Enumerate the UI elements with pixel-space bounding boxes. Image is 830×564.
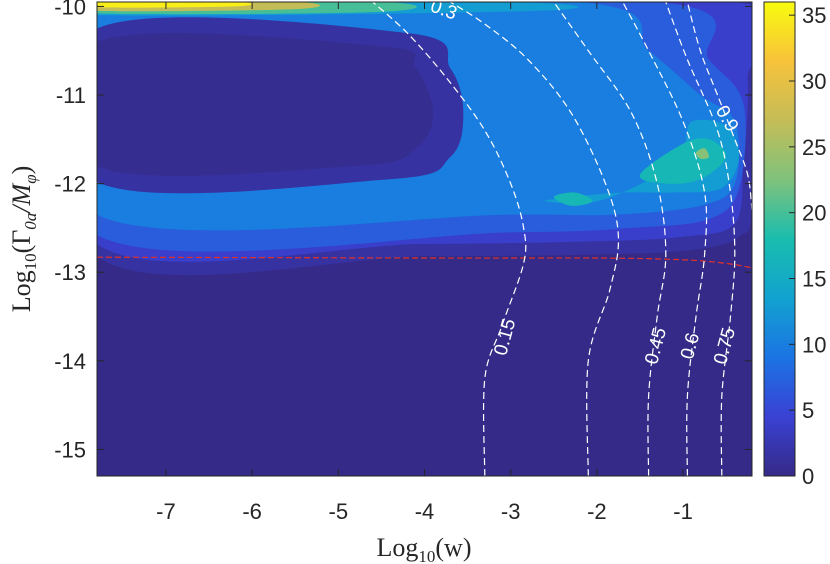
threshold-line [97, 256, 752, 269]
contour-line [665, 2, 736, 476]
x-tick-label: -7 [156, 499, 176, 524]
contour-line [450, 2, 620, 476]
colorbar-tick-label: 30 [802, 69, 826, 94]
colorbar: 0 5 10 15 20 25 30 35 [763, 1, 826, 489]
y-axis-label-main: Log [7, 270, 36, 312]
colorbar-ticks: 0 5 10 15 20 25 30 35 [789, 3, 826, 489]
colorbar-tick-label: 5 [802, 398, 814, 423]
y-axis-label: Log10(Γ0a/Mφ) [7, 166, 40, 313]
y-tick-label: -11 [56, 83, 86, 108]
y-axis-ticks: -10 -11 -12 -13 -14 -15 [54, 0, 752, 462]
filled-contours [97, 2, 752, 276]
colorbar-tick-label: 15 [802, 267, 826, 292]
colorbar-tick-label: 10 [802, 332, 826, 357]
x-axis-ticks: -7 -6 -5 -4 -3 -2 -1 [156, 2, 693, 524]
contour-line [372, 2, 527, 476]
y-axis-label-open: (Γ [7, 230, 36, 254]
x-tick-label: -1 [673, 499, 693, 524]
y-axis-label-mass: /M [7, 182, 36, 214]
y-tick-label: -10 [54, 0, 86, 19]
x-tick-label: -5 [329, 499, 349, 524]
y-axis-label-subscript: 10 [21, 253, 40, 270]
contour-region-inner-hole [97, 33, 434, 176]
colorbar-tick-label: 35 [802, 3, 826, 28]
colorbar-tick-label: 0 [802, 464, 814, 489]
contour-region [553, 192, 593, 206]
y-tick-label: -15 [54, 437, 86, 462]
y-axis-label-sub-a: 0a [21, 213, 40, 230]
x-axis-label-main: Log [377, 533, 419, 562]
y-tick-label: -14 [54, 349, 86, 374]
y-tick-label: -12 [54, 172, 86, 197]
plot-area: 0.150.30.45 0.6 0.750.9 [96, 0, 753, 477]
x-axis-label-subscript: 10 [418, 547, 435, 564]
x-tick-label: -3 [501, 499, 521, 524]
y-tick-label: -13 [54, 260, 86, 285]
colorbar-gradient [763, 1, 796, 477]
contour-region [97, 2, 253, 8]
colorbar-tick-label: 25 [802, 135, 826, 160]
x-tick-label: -2 [587, 499, 607, 524]
contour-line [622, 2, 708, 476]
x-tick-label: -6 [242, 499, 262, 524]
contour-region [695, 148, 710, 160]
contour-lines [97, 2, 752, 476]
colorbar-tick-label: 20 [802, 201, 826, 226]
x-tick-label: -4 [415, 499, 435, 524]
y-axis-label-sub-phi: φ [21, 174, 40, 183]
y-axis-label-close: ) [7, 166, 36, 175]
x-axis-label: Log10(w) [377, 533, 472, 564]
x-axis-label-argument: (w) [435, 533, 471, 562]
contour-line [553, 2, 667, 476]
